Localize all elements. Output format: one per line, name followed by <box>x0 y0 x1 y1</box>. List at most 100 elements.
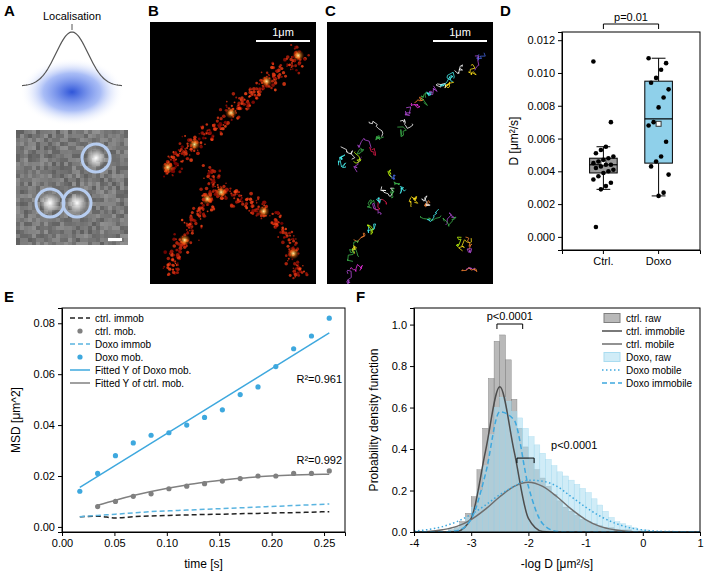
image-texture <box>80 178 84 182</box>
image-texture <box>52 170 56 174</box>
localisation <box>200 225 202 227</box>
localisation <box>292 240 295 243</box>
legend-symbol <box>70 317 90 319</box>
localisation <box>197 150 198 151</box>
image-texture <box>100 210 104 214</box>
point <box>131 440 136 445</box>
track <box>443 217 456 226</box>
localisation <box>188 223 191 226</box>
image-texture <box>24 242 28 245</box>
tick: 0.15 <box>209 532 230 549</box>
image-texture <box>56 238 60 242</box>
histogram-bar <box>517 418 523 532</box>
localisation <box>236 193 238 195</box>
image-texture <box>52 218 56 222</box>
localisation <box>296 261 299 264</box>
axis-line <box>63 533 346 537</box>
image-texture <box>112 154 116 158</box>
tick-label: 0.002 <box>527 198 555 210</box>
image-texture <box>96 226 100 230</box>
image-texture <box>56 162 60 166</box>
image-texture <box>60 238 64 242</box>
image-texture <box>112 242 116 245</box>
localisation <box>244 99 246 101</box>
localisation <box>224 121 227 124</box>
image-texture <box>24 158 28 162</box>
legend-symbol <box>70 343 90 345</box>
image-texture <box>16 166 20 170</box>
image-texture <box>124 206 128 210</box>
image-texture <box>56 142 60 146</box>
axis-title: MSD [μm^2] <box>9 387 23 453</box>
image-texture <box>52 138 56 142</box>
localisation <box>234 190 238 194</box>
localisation <box>209 129 211 131</box>
localisation <box>172 175 174 177</box>
image-texture <box>60 234 64 238</box>
image-texture <box>20 226 24 230</box>
localisation <box>213 170 217 174</box>
image-texture <box>100 222 104 226</box>
localisation <box>292 56 295 59</box>
localisation <box>290 69 292 71</box>
localisation <box>177 256 180 259</box>
image-texture <box>68 134 72 138</box>
hot-spot <box>292 49 304 61</box>
image-texture <box>20 218 24 222</box>
point <box>661 95 666 100</box>
histogram-bar <box>597 505 603 532</box>
axis: 0.000.020.040.060.08 <box>34 309 63 533</box>
image-texture <box>40 158 44 162</box>
image-texture <box>28 162 32 166</box>
annotation: p=0.01 <box>614 11 648 23</box>
image-texture <box>104 174 108 178</box>
track <box>421 93 427 106</box>
localisation <box>211 172 213 174</box>
tick-mark <box>58 527 62 528</box>
tick: 0.010 <box>527 67 562 79</box>
image-texture <box>116 242 120 245</box>
image-texture <box>104 186 108 190</box>
image-texture <box>44 174 48 178</box>
localisation <box>177 262 179 264</box>
image-texture <box>52 154 56 158</box>
image-texture <box>36 142 40 146</box>
image-texture <box>44 166 48 170</box>
image-texture <box>72 234 76 238</box>
localisation <box>206 130 208 132</box>
image-texture <box>24 138 28 142</box>
localisation <box>184 135 186 137</box>
localisation <box>243 103 246 106</box>
image-texture <box>96 222 100 226</box>
image-texture <box>40 182 44 186</box>
legend-label: ctrl. raw <box>626 313 662 324</box>
localisation <box>200 131 204 135</box>
image-texture <box>64 226 68 230</box>
image-texture <box>96 190 100 194</box>
image-texture <box>32 130 36 134</box>
image-texture <box>60 226 64 230</box>
image-texture <box>56 150 60 154</box>
localisation <box>261 72 263 74</box>
image-texture <box>16 190 20 194</box>
image-texture <box>48 182 52 186</box>
image-texture <box>28 218 32 222</box>
localisation <box>249 198 252 201</box>
image-texture <box>56 222 60 226</box>
image-texture <box>88 230 92 234</box>
tick-label: 0.006 <box>527 133 555 145</box>
image-texture <box>80 226 84 230</box>
image-texture <box>116 174 120 178</box>
image-texture <box>32 230 36 234</box>
tick: 0.006 <box>527 133 562 145</box>
localisation <box>202 136 205 139</box>
tick-mark <box>558 139 562 140</box>
localisation <box>182 160 184 162</box>
image-texture <box>56 218 60 222</box>
point <box>599 164 604 169</box>
track <box>369 121 383 136</box>
point <box>594 151 599 156</box>
image-texture <box>52 174 56 178</box>
image-texture <box>124 226 128 230</box>
image-texture <box>68 182 72 186</box>
